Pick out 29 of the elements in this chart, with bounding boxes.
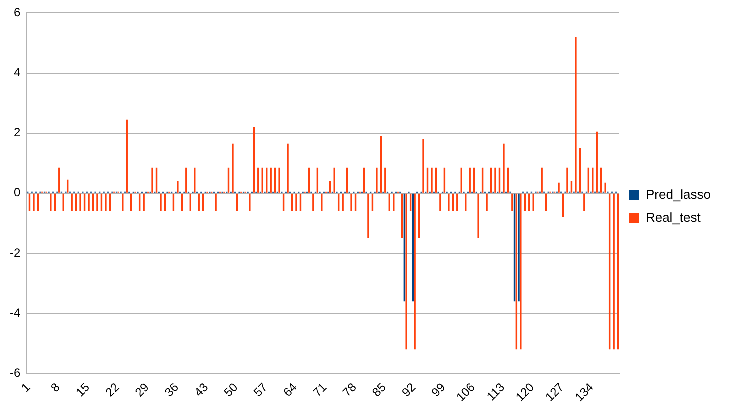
x-tick-label: 29: [132, 380, 152, 400]
x-tick-label: 36: [162, 380, 182, 400]
x-tick-label: 8: [48, 380, 64, 395]
x-tick-label: 71: [310, 380, 330, 400]
x-tick-label: 127: [542, 380, 567, 404]
y-tick-label: 0: [14, 186, 21, 200]
x-tick-label: 78: [340, 380, 360, 400]
x-tick-label: 120: [513, 380, 538, 404]
x-tick-label: 57: [251, 380, 271, 400]
x-tick-label: 43: [192, 380, 212, 400]
legend-label: Pred_lasso: [646, 187, 712, 202]
x-tick-label: 106: [454, 380, 478, 404]
x-tick-label: 22: [102, 380, 122, 400]
x-tick-label: 1: [18, 380, 34, 395]
y-tick-label: 4: [14, 66, 21, 80]
x-tick-label: 85: [370, 380, 390, 400]
x-tick-label: 15: [73, 380, 93, 400]
y-tick-label: 2: [14, 126, 21, 140]
x-tick-label: 50: [221, 380, 241, 400]
y-tick-label: -2: [10, 246, 21, 260]
x-tick-label: 92: [399, 380, 419, 400]
y-tick-label: 6: [14, 6, 21, 20]
legend-label: Real_test: [646, 210, 702, 226]
x-tick-label: 113: [484, 380, 508, 404]
y-tick-label: -4: [10, 306, 21, 320]
x-tick-label: 99: [428, 380, 448, 400]
y-tick-label: -6: [10, 366, 21, 380]
x-tick-label: 134: [572, 380, 597, 404]
x-tick-label: 64: [280, 380, 300, 400]
